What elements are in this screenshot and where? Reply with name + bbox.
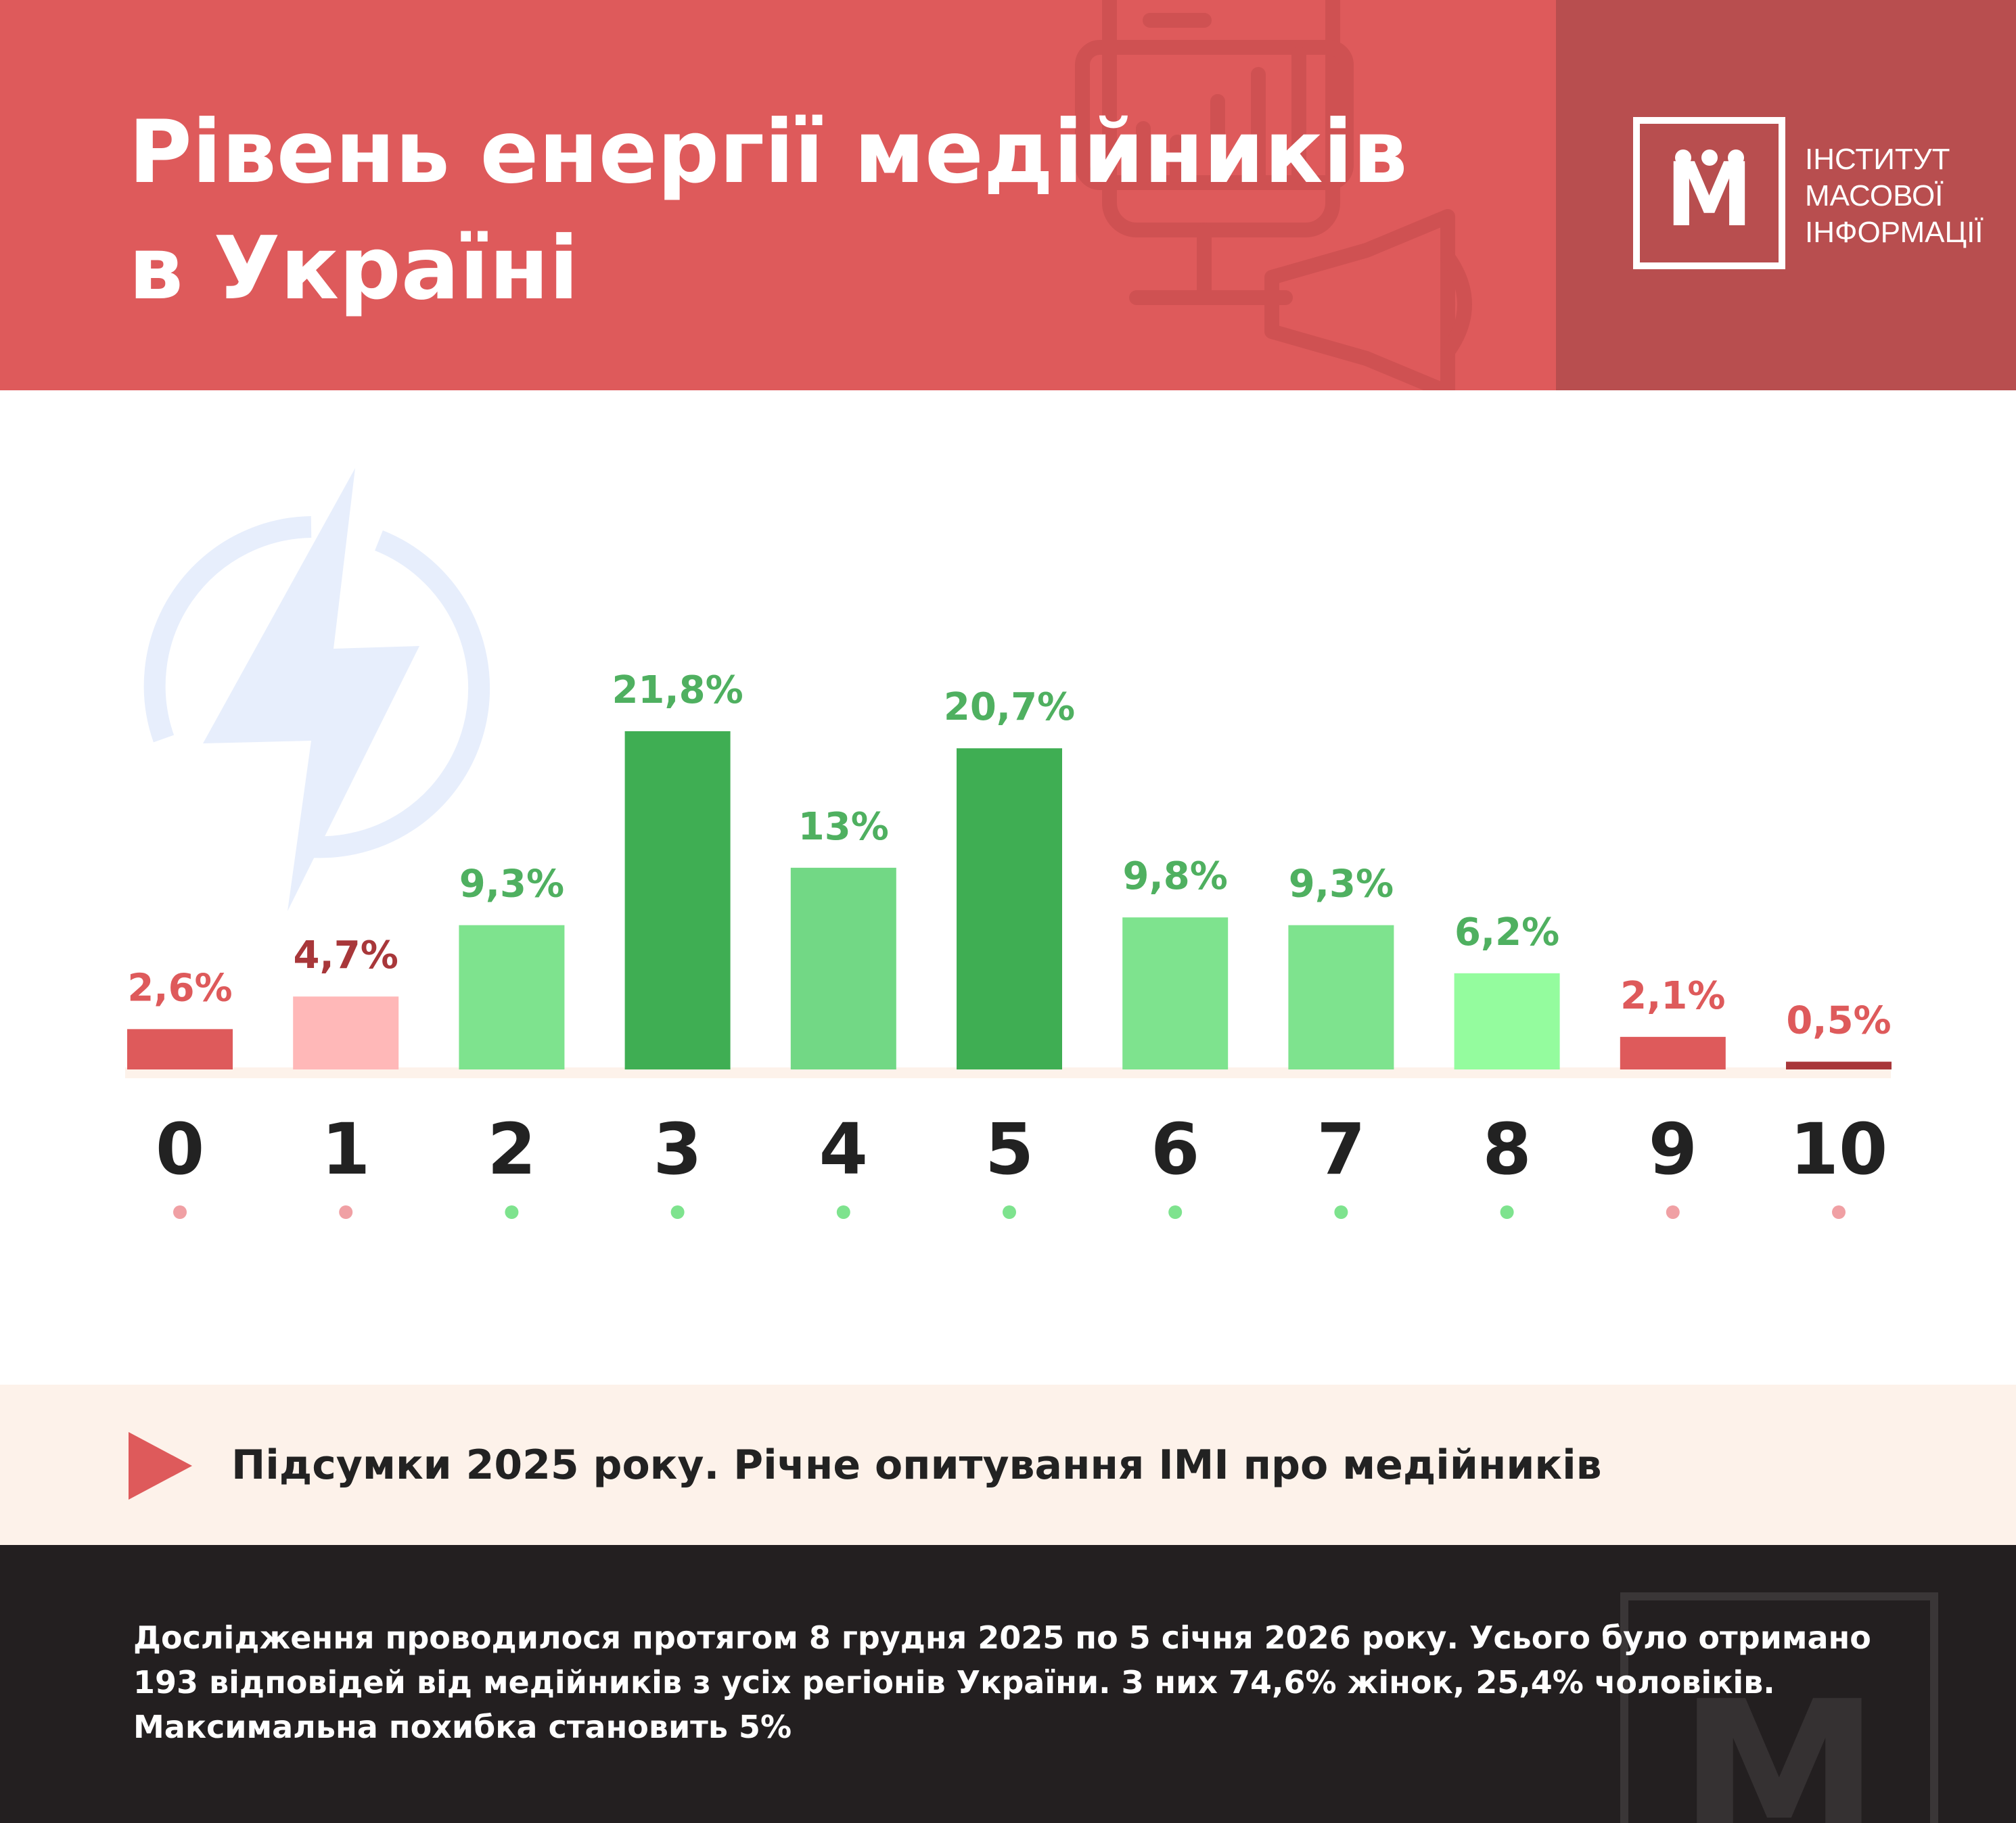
x-tick-label: 0 <box>156 1108 204 1191</box>
tick-dot <box>1500 1205 1514 1219</box>
tick-dot <box>670 1205 685 1219</box>
tick-dot <box>1666 1205 1680 1219</box>
lightning-bolt-icon <box>143 468 490 911</box>
x-tick-label: 8 <box>1482 1108 1531 1191</box>
tick-dot <box>1003 1205 1016 1219</box>
bar-value-label: 4,7% <box>294 933 398 977</box>
x-tick-label: 4 <box>819 1108 868 1191</box>
methodology-note: Дослідження проводилося протягом 8 грудн… <box>133 1619 1871 1745</box>
chart-baseline <box>125 1067 1891 1078</box>
bar-3 <box>624 731 731 1069</box>
x-tick-label: 1 <box>321 1108 370 1191</box>
bar-value-label: 21,8% <box>612 668 743 712</box>
bar-value-label: 9,3% <box>459 862 564 906</box>
x-tick-label: 5 <box>985 1108 1034 1191</box>
bar-5 <box>957 748 1062 1069</box>
tick-dot <box>1832 1205 1846 1219</box>
header-logo-panel <box>1556 0 2016 390</box>
tick-dot <box>339 1205 353 1219</box>
footer: М Дослідження проводилося протягом 8 гру… <box>0 1545 2016 1823</box>
x-tick-label: 7 <box>1316 1108 1365 1191</box>
tick-dot <box>505 1205 519 1219</box>
bar-value-label: 13% <box>798 805 889 849</box>
page-title: Рівень енергії медійників в Україні <box>129 102 1408 319</box>
logo-frame <box>1633 117 1785 269</box>
subtitle: Підсумки 2025 року. Річне опитування ІМІ… <box>231 1441 1602 1489</box>
tick-dot <box>1334 1205 1348 1219</box>
footer-logo-watermark: М <box>1620 1592 1938 1823</box>
bar-2 <box>459 925 565 1069</box>
x-tick-label: 9 <box>1649 1108 1697 1191</box>
bar-9 <box>1620 1036 1726 1069</box>
bar-1 <box>293 996 399 1069</box>
tick-dot <box>173 1205 187 1219</box>
chart-canvas: 2,6% 0 4,7% 1 9,3% 2 21,8% 3 13% 4 20,7% 5 9,8% 6 9,3%… <box>125 468 1892 1219</box>
x-tick-label: 3 <box>653 1108 702 1191</box>
monitor-chart-megaphone-icon <box>1075 0 1472 390</box>
play-arrow-icon <box>129 1432 192 1500</box>
tick-dot <box>1168 1205 1183 1219</box>
bar-value-label: 9,3% <box>1289 862 1394 906</box>
header: Рівень енергії медійників в Україні М ІН… <box>0 0 2016 390</box>
bar-value-label: 2,1% <box>1620 974 1725 1018</box>
bar-7 <box>1288 925 1394 1069</box>
bar-value-label: 0,5% <box>1786 999 1891 1043</box>
logo-text: ІНСТИТУТ МАСОВОЇ ІНФОРМАЦІЇ <box>1805 143 1984 249</box>
energy-level-chart: 2,6% 0 4,7% 1 9,3% 2 21,8% 3 13% 4 20,7% 5 9,8% 6 9,3%… <box>0 390 2016 1385</box>
subtitle-strip: Підсумки 2025 року. Річне опитування ІМІ… <box>0 1385 2016 1545</box>
logo-letter: М <box>1665 143 1754 246</box>
x-tick-label: 10 <box>1790 1108 1888 1191</box>
bar-value-label: 9,8% <box>1123 854 1228 898</box>
x-tick-label: 6 <box>1151 1108 1199 1191</box>
bar-8 <box>1454 973 1560 1069</box>
bar-6 <box>1122 917 1229 1069</box>
x-tick-label: 2 <box>487 1108 536 1191</box>
bar-10 <box>1786 1061 1892 1069</box>
footer-watermark-letter: М <box>1678 1658 1881 1823</box>
logo-dot <box>1675 149 1691 166</box>
bar-value-label: 20,7% <box>944 685 1075 729</box>
bar-0 <box>127 1029 233 1069</box>
tick-dot <box>836 1205 850 1219</box>
logo-dot <box>1728 149 1744 166</box>
bar-value-label: 6,2% <box>1454 910 1559 954</box>
bars-group: 2,6% 0 4,7% 1 9,3% 2 21,8% 3 13% 4 20,7% 5 9,8% 6 9,3%… <box>127 668 1892 1219</box>
bar-value-label: 2,6% <box>127 966 232 1010</box>
bar-4 <box>790 867 896 1069</box>
logo-dot <box>1701 149 1718 166</box>
